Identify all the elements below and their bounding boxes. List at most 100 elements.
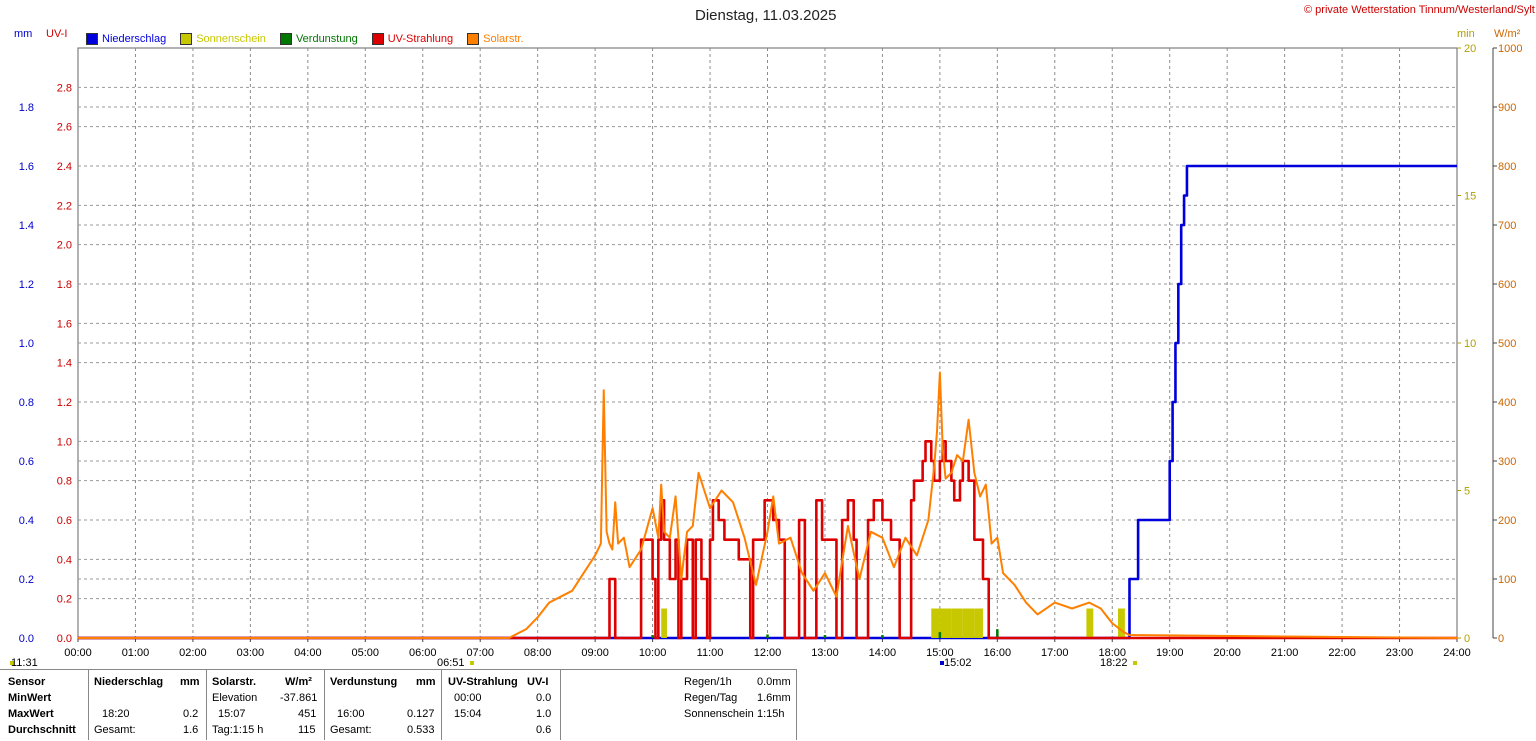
x-tick-label: 05:00 xyxy=(352,647,380,659)
x-tick-label: 11:00 xyxy=(697,647,724,659)
solar-tick-label: 1000 xyxy=(1498,43,1522,55)
stats-uv-unit: UV-I xyxy=(527,676,549,688)
precip-tick-label: 0.6 xyxy=(19,456,34,468)
stats-avg-row-label: Durchschnitt xyxy=(8,724,76,736)
x-tick-label: 16:00 xyxy=(984,647,1012,659)
table-col-divider xyxy=(88,670,89,740)
copyright-text: © private Wetterstation Tinnum/Westerlan… xyxy=(1304,4,1535,16)
stats-verdunstung-avg-label: Gesamt: xyxy=(330,724,372,736)
x-tick-label: 07:00 xyxy=(466,647,494,659)
uv-tick-label: 0.2 xyxy=(57,594,72,606)
stats-min-row-label: MinWert xyxy=(8,692,52,704)
solar-tick-label: 500 xyxy=(1498,338,1516,350)
legend-swatch xyxy=(180,33,193,45)
sonnenschein-bar xyxy=(1117,608,1125,638)
stats-solar-min-label: Elevation xyxy=(212,692,258,704)
x-tick-label: 22:00 xyxy=(1328,647,1356,659)
verdunstung-bar xyxy=(938,632,942,638)
x-tick-label: 19:00 xyxy=(1156,647,1184,659)
legend-swatch xyxy=(86,33,98,45)
x-tick-label: 04:00 xyxy=(294,647,322,659)
uv-tick-label: 0.8 xyxy=(57,476,72,488)
stats-niederschlag-max-time: 18:20 xyxy=(102,708,130,720)
sonnenschein-bar xyxy=(951,608,963,638)
solarstr--line xyxy=(78,371,1458,639)
precip-tick-label: 1.4 xyxy=(19,220,34,232)
chart-axes: 00:00 01:00 02:00 03:00 04:00 05:00 06:00 07:00… xyxy=(10,43,1522,665)
unit-min-label: min xyxy=(1457,28,1475,40)
x-tick-label: 00:00 xyxy=(64,647,92,659)
uv-tick-label: 2.2 xyxy=(57,200,72,212)
chart-legend: Niederschlag Sonnenschein Verdunstung UV-St… xyxy=(86,32,538,46)
legend-label: Niederschlag xyxy=(102,33,167,45)
summary-label: Regen/Tag xyxy=(684,692,738,704)
stats-niederschlag-unit: mm xyxy=(180,676,200,688)
verdunstung-bar xyxy=(651,635,654,638)
sonnenschein-bar xyxy=(1086,608,1094,638)
uv-tick-label: 1.6 xyxy=(57,318,72,330)
x-tick-label: 03:00 xyxy=(237,647,265,659)
precip-tick-label: 0.2 xyxy=(19,574,34,586)
uv-tick-label: 1.4 xyxy=(57,358,72,370)
sonnenschein-bar xyxy=(974,608,983,638)
uv-tick-label: 0.0 xyxy=(57,633,72,645)
axis-marker xyxy=(10,661,14,665)
stats-verdunstung-avg-value: 0.533 xyxy=(407,724,435,736)
uv-tick-label: 0.6 xyxy=(57,515,72,527)
x-tick-label: 17:00 xyxy=(1041,647,1069,659)
uv-tick-label: 1.8 xyxy=(57,279,72,291)
legend-swatch xyxy=(371,33,384,45)
legend-item: Sonnenschein xyxy=(180,33,266,45)
x-tick-label: 18:00 xyxy=(1098,647,1126,659)
solar-tick-label: 600 xyxy=(1498,279,1516,291)
verdunstung-bar xyxy=(823,635,827,638)
stats-uv-max-time: 15:04 xyxy=(454,708,482,720)
summary-value: 0.0mm xyxy=(757,676,791,688)
sonnenschein-bar xyxy=(931,608,940,638)
x-tick-label: 01:00 xyxy=(122,647,150,659)
unit-mm-label: mm xyxy=(14,28,33,40)
x-tick-label: 14:00 xyxy=(869,647,897,659)
uv-tick-label: 2.6 xyxy=(57,122,72,134)
precip-tick-label: 1.2 xyxy=(19,279,34,291)
stats-solar-max-value: 451 xyxy=(298,708,317,720)
uv-tick-label: 2.8 xyxy=(57,82,72,94)
stats-solar-unit: W/m² xyxy=(285,676,312,688)
sunshine-tick-label: 5 xyxy=(1464,486,1470,498)
legend-item: Solarstr. xyxy=(467,33,524,45)
sonnenschein-bar xyxy=(939,608,952,638)
axis-marker xyxy=(1133,661,1137,665)
sunshine-tick-label: 10 xyxy=(1464,338,1476,350)
stats-niederschlag-header: Niederschlag xyxy=(94,676,164,688)
stats-max-row-label: MaxWert xyxy=(8,708,54,720)
precip-tick-label: 0.8 xyxy=(19,397,34,409)
sunshine-tick-label: 20 xyxy=(1464,43,1476,55)
stats-uv-min-value: 0.0 xyxy=(536,692,552,704)
precip-tick-label: 1.0 xyxy=(19,338,34,350)
x-tick-label: 24:00 xyxy=(1443,647,1471,659)
uv-tick-label: 1.0 xyxy=(57,436,72,448)
stats-verdunstung-header: Verdunstung xyxy=(330,676,398,688)
x-tick-label: 09:00 xyxy=(581,647,609,659)
legend-swatch xyxy=(467,33,480,45)
legend-label: Sonnenschein xyxy=(196,33,266,45)
axis-marker xyxy=(940,661,944,665)
table-col-divider xyxy=(324,670,325,740)
sonnenschein-bar xyxy=(962,608,975,638)
summary-label: Sonnenschein xyxy=(684,708,754,720)
precip-tick-label: 1.8 xyxy=(19,102,34,114)
legend-item: UV-Strahlung xyxy=(371,33,453,45)
legend-item: Verdunstung xyxy=(279,33,358,45)
table-col-divider xyxy=(560,670,561,740)
summary-value: 1.6mm xyxy=(757,692,791,704)
chart-grid xyxy=(77,47,1458,639)
stats-niederschlag-max-value: 0.2 xyxy=(183,708,199,720)
stats-verdunstung-unit: mm xyxy=(416,676,436,688)
marker-sunset: 18:22 xyxy=(1100,657,1128,669)
unit-wm2-label: W/m² xyxy=(1494,28,1521,40)
solar-tick-label: 700 xyxy=(1498,220,1516,232)
sunshine-tick-label: 0 xyxy=(1464,633,1470,645)
verdunstung-bar xyxy=(766,634,769,638)
x-tick-label: 10:00 xyxy=(639,647,667,659)
